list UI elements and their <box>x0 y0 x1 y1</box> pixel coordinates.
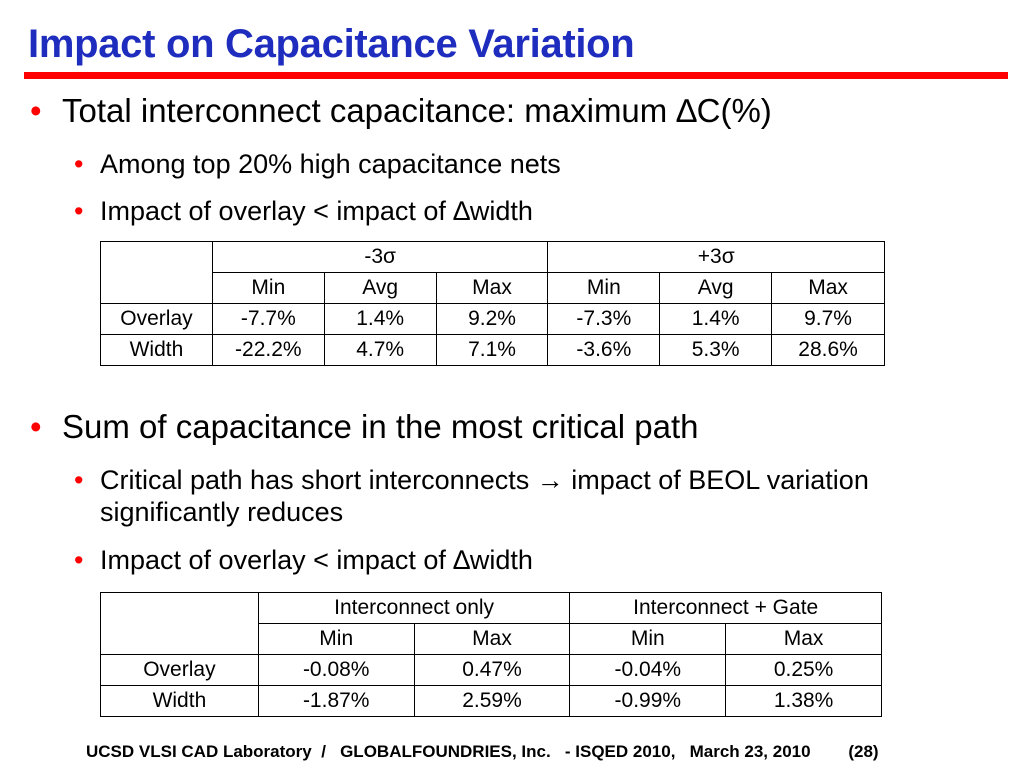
column-header: Min <box>569 623 727 655</box>
column-header: Max <box>435 272 549 304</box>
sub-bullet-short-interconnects: • Critical path has short interconnects … <box>74 464 980 528</box>
sub-bullet-text: Among top 20% high capacitance nets <box>100 149 561 179</box>
sub-bullet-top20: • Among top 20% high capacitance nets <box>74 148 980 180</box>
row-label: Width <box>100 685 259 717</box>
title-underline <box>24 72 1008 79</box>
sub-bullet-text: Impact of overlay < impact of ∆width <box>100 196 533 226</box>
table-cell: 1.4% <box>323 303 437 335</box>
column-header: Avg <box>323 272 437 304</box>
group-header-plus-3sigma: +3σ <box>547 241 885 273</box>
table-cell: 0.25% <box>725 654 882 686</box>
table-cell: 1.38% <box>725 685 882 717</box>
bullet-dot: • <box>74 196 84 226</box>
table-corner-cell <box>100 241 213 304</box>
table-cell: 0.47% <box>413 654 571 686</box>
sub-bullet-text: Impact of overlay < impact of ∆width <box>100 545 533 575</box>
table-cell: -0.08% <box>257 654 415 686</box>
column-header: Max <box>725 623 882 655</box>
critical-path-table: Interconnect only Interconnect + Gate Mi… <box>100 592 882 717</box>
table-cell: -3.6% <box>547 334 661 366</box>
bullet-critical-path-sum: • Sum of capacitance in the most critica… <box>30 408 698 446</box>
table-corner-cell <box>100 592 259 655</box>
table-cell: -1.87% <box>257 685 415 717</box>
bullet-text: Total interconnect capacitance: maximum … <box>62 92 772 129</box>
table-cell: 7.1% <box>435 334 549 366</box>
table-cell: -7.3% <box>547 303 661 335</box>
column-header: Max <box>771 272 885 304</box>
slide-footer: UCSD VLSI CAD Laboratory / GLOBALFOUNDRI… <box>86 742 879 761</box>
row-label: Overlay <box>100 303 213 335</box>
table-cell: 9.2% <box>435 303 549 335</box>
group-header-interconnect-only: Interconnect only <box>257 592 571 624</box>
bullet-total-capacitance: • Total interconnect capacitance: maximu… <box>30 92 772 130</box>
sub-bullet-overlay-vs-width-1: • Impact of overlay < impact of ∆width <box>74 195 980 227</box>
table-cell: 1.4% <box>659 303 773 335</box>
table-row-overlay: Overlay -7.7% 1.4% 9.2% -7.3% 1.4% 9.7% <box>100 303 885 335</box>
table-cell: 4.7% <box>323 334 437 366</box>
table-row-width: Width -22.2% 4.7% 7.1% -3.6% 5.3% 28.6% <box>100 334 885 366</box>
table-cell: 28.6% <box>771 334 885 366</box>
column-header: Min <box>547 272 661 304</box>
table-cell: -0.99% <box>569 685 727 717</box>
bullet-dot: • <box>30 408 42 445</box>
sub-bullet-text: Critical path has short interconnects → … <box>100 465 869 527</box>
slide-title: Impact on Capacitance Variation <box>28 22 635 66</box>
bullet-dot: • <box>74 465 84 495</box>
column-header: Max <box>413 623 571 655</box>
group-header-minus-3sigma: -3σ <box>211 241 549 273</box>
table-row-overlay: Overlay -0.08% 0.47% -0.04% 0.25% <box>100 654 882 686</box>
table-cell: -0.04% <box>569 654 727 686</box>
column-header: Avg <box>659 272 773 304</box>
row-label: Overlay <box>100 654 259 686</box>
sub-bullet-overlay-vs-width-2: • Impact of overlay < impact of ∆width <box>74 544 980 576</box>
row-label: Width <box>100 334 213 366</box>
table-cell: 9.7% <box>771 303 885 335</box>
column-header: Min <box>211 272 325 304</box>
table-row-width: Width -1.87% 2.59% -0.99% 1.38% <box>100 685 882 717</box>
group-header-interconnect-gate: Interconnect + Gate <box>569 592 882 624</box>
column-header: Min <box>257 623 415 655</box>
bullet-text: Sum of capacitance in the most critical … <box>62 408 699 445</box>
table-cell: -7.7% <box>211 303 325 335</box>
sigma-capacitance-table: -3σ +3σ Min Avg Max Min Avg Max Overlay … <box>100 241 885 366</box>
bullet-dot: • <box>74 149 84 179</box>
table-cell: 2.59% <box>413 685 571 717</box>
bullet-dot: • <box>30 92 42 129</box>
table-cell: 5.3% <box>659 334 773 366</box>
bullet-dot: • <box>74 545 84 575</box>
table-cell: -22.2% <box>211 334 325 366</box>
